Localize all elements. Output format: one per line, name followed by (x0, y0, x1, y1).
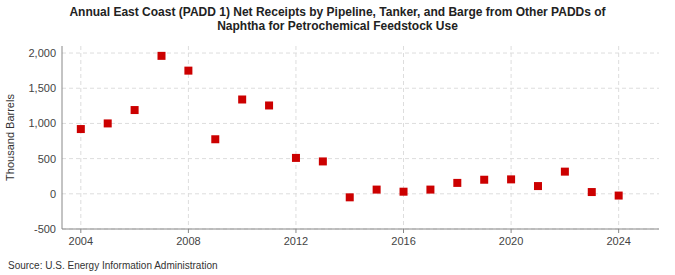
x-tick (188, 229, 189, 233)
x-tick-label: 2008 (176, 235, 200, 247)
x-axis-line (62, 229, 659, 230)
y-tick-label: 0 (50, 188, 56, 200)
point (373, 186, 381, 194)
point (131, 106, 139, 114)
point (265, 101, 273, 109)
point (77, 125, 85, 133)
y-tick-label: 2,000 (28, 47, 56, 59)
point (346, 193, 354, 201)
x-grid-line (618, 46, 619, 229)
source-note: Source: U.S. Energy Information Administ… (8, 260, 218, 271)
point (292, 154, 300, 162)
point (588, 188, 596, 196)
x-tick (295, 229, 296, 233)
x-tick (618, 229, 619, 233)
y-tick-label: -500 (34, 223, 56, 235)
point (104, 119, 112, 127)
point (507, 175, 515, 183)
x-tick (511, 229, 512, 233)
y-axis-label: Thousand Barrels (4, 94, 16, 181)
x-grid-line (295, 46, 296, 229)
y-grid-line (62, 88, 659, 89)
x-tick-label: 2020 (499, 235, 523, 247)
chart: Annual East Coast (PADD 1) Net Receipts … (0, 0, 675, 275)
point (534, 182, 542, 190)
grid (62, 46, 659, 229)
title-line: Naphtha for Petrochemical Feedstock Use (217, 19, 458, 33)
points (77, 52, 623, 201)
chart-container: Annual East Coast (PADD 1) Net Receipts … (0, 0, 675, 275)
point (480, 176, 488, 184)
point (238, 95, 246, 103)
y-grid-line (62, 229, 659, 230)
y-axis-line (62, 46, 63, 229)
title-line: Annual East Coast (PADD 1) Net Receipts … (69, 5, 606, 19)
x-tick (80, 229, 81, 233)
point (453, 179, 461, 187)
y-tick-label: 1,000 (28, 117, 56, 129)
x-tick-label: 2024 (606, 235, 630, 247)
y-grid-line (62, 123, 659, 124)
x-grid-line (511, 46, 512, 229)
point (211, 135, 219, 143)
y-grid-line (62, 193, 659, 194)
point (158, 52, 166, 60)
point (426, 186, 434, 194)
y-tick-label: 500 (38, 153, 56, 165)
x-tick-label: 2016 (391, 235, 415, 247)
x-tick-label: 2012 (284, 235, 308, 247)
x-tick (403, 229, 404, 233)
point (400, 188, 408, 196)
point (561, 168, 569, 176)
y-grid-line (62, 158, 659, 159)
x-grid-line (80, 46, 81, 229)
point (319, 157, 327, 165)
title: Annual East Coast (PADD 1) Net Receipts … (69, 5, 606, 33)
x-tick-label: 2004 (69, 235, 93, 247)
point (184, 67, 192, 75)
point (615, 192, 623, 200)
y-grid-line (62, 53, 659, 54)
y-tick-label: 1,500 (28, 82, 56, 94)
x-grid-line (403, 46, 404, 229)
